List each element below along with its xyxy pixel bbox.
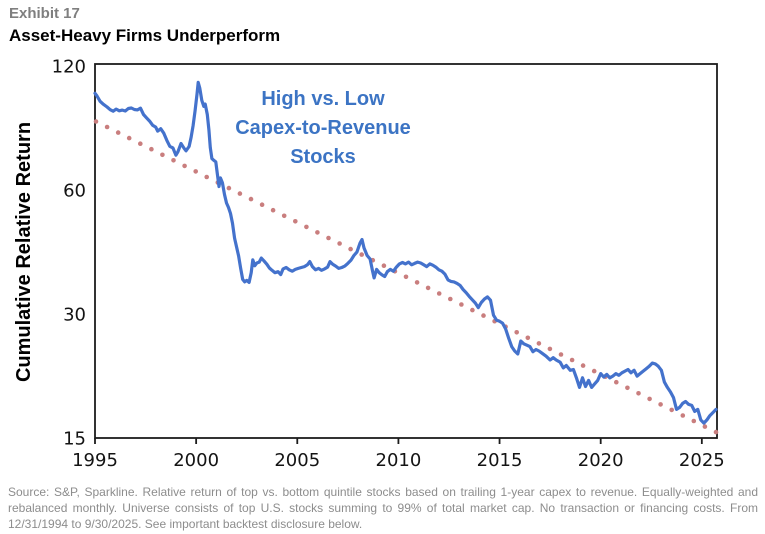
trend-dot bbox=[104, 124, 110, 130]
trend-dot bbox=[381, 263, 387, 268]
plot-frame bbox=[94, 63, 718, 439]
trend-dot bbox=[182, 163, 187, 169]
trend-dot bbox=[160, 152, 165, 158]
trend-dot bbox=[126, 135, 132, 141]
trend-dot bbox=[713, 429, 719, 435]
trend-dot bbox=[669, 407, 674, 413]
trend-dot bbox=[525, 335, 531, 341]
page-title: Asset-Heavy Firms Underperform bbox=[9, 26, 281, 45]
trend-dot bbox=[115, 130, 121, 135]
trend-dot bbox=[569, 357, 575, 363]
trend-dot bbox=[459, 302, 464, 307]
trend-dot bbox=[470, 307, 475, 313]
trend-dot bbox=[625, 385, 630, 391]
trend-dot bbox=[591, 368, 597, 374]
trend-dot bbox=[138, 141, 143, 146]
trend-dot bbox=[647, 396, 652, 402]
trend-dot bbox=[702, 424, 708, 429]
exhibit-label: Exhibit 17 bbox=[9, 5, 80, 22]
trend-dot bbox=[691, 418, 697, 424]
x-tick-label: 1995 bbox=[72, 450, 118, 471]
trend-dot bbox=[481, 313, 486, 318]
trend-dot bbox=[536, 341, 542, 346]
trend-dot bbox=[514, 330, 519, 335]
annotation-line: High vs. Low bbox=[261, 88, 385, 110]
trend-dot bbox=[337, 241, 342, 246]
x-tick-label: 2015 bbox=[477, 450, 523, 471]
x-tick-label: 2010 bbox=[376, 450, 422, 471]
trend-dot bbox=[93, 119, 99, 124]
y-tick-label: 120 bbox=[52, 57, 86, 78]
trend-dot bbox=[259, 202, 265, 207]
source-footnote: Source: S&P, Sparkline. Relative return … bbox=[8, 485, 758, 531]
trend-dot bbox=[281, 213, 287, 219]
trend-dot bbox=[636, 391, 641, 396]
trend-dot bbox=[448, 296, 453, 302]
trend-dot bbox=[315, 230, 320, 235]
trend-dot bbox=[171, 158, 176, 163]
trend-dot bbox=[293, 219, 298, 224]
trend-dot bbox=[414, 280, 420, 285]
x-tick-label: 2025 bbox=[679, 450, 725, 471]
trend-dot bbox=[580, 363, 586, 368]
y-axis-title: Cumulative Relative Return bbox=[13, 122, 35, 382]
trend-dot bbox=[149, 146, 154, 152]
annotation-line: Stocks bbox=[290, 146, 356, 168]
data-line bbox=[93, 80, 718, 425]
trend-dot bbox=[193, 169, 198, 174]
y-tick-label: 30 bbox=[63, 305, 86, 326]
trend-dot bbox=[237, 191, 243, 196]
trend-dot bbox=[558, 352, 564, 357]
trend-dot bbox=[248, 196, 254, 202]
trend-dot bbox=[680, 413, 686, 418]
x-tick-label: 2005 bbox=[274, 450, 320, 471]
trend-dot bbox=[614, 379, 619, 385]
annotation-line: Capex-to-Revenue bbox=[235, 117, 411, 139]
x-tick-label: 2000 bbox=[173, 450, 219, 471]
trend-dot bbox=[326, 235, 331, 241]
trend-dot bbox=[226, 185, 232, 191]
x-tick-label: 2020 bbox=[578, 450, 624, 471]
trend-dot bbox=[204, 174, 209, 180]
trend-dot bbox=[425, 285, 431, 291]
trend-dot bbox=[270, 207, 276, 213]
trend-dot bbox=[403, 274, 409, 280]
trend-dot bbox=[304, 224, 309, 230]
trend-dot bbox=[547, 346, 553, 352]
trend-dot bbox=[359, 252, 365, 257]
trend-dot bbox=[658, 402, 663, 407]
trend-dot bbox=[436, 291, 442, 296]
trend-dot bbox=[348, 246, 353, 252]
y-tick-label: 15 bbox=[63, 429, 86, 450]
y-tick-label: 60 bbox=[63, 181, 86, 202]
